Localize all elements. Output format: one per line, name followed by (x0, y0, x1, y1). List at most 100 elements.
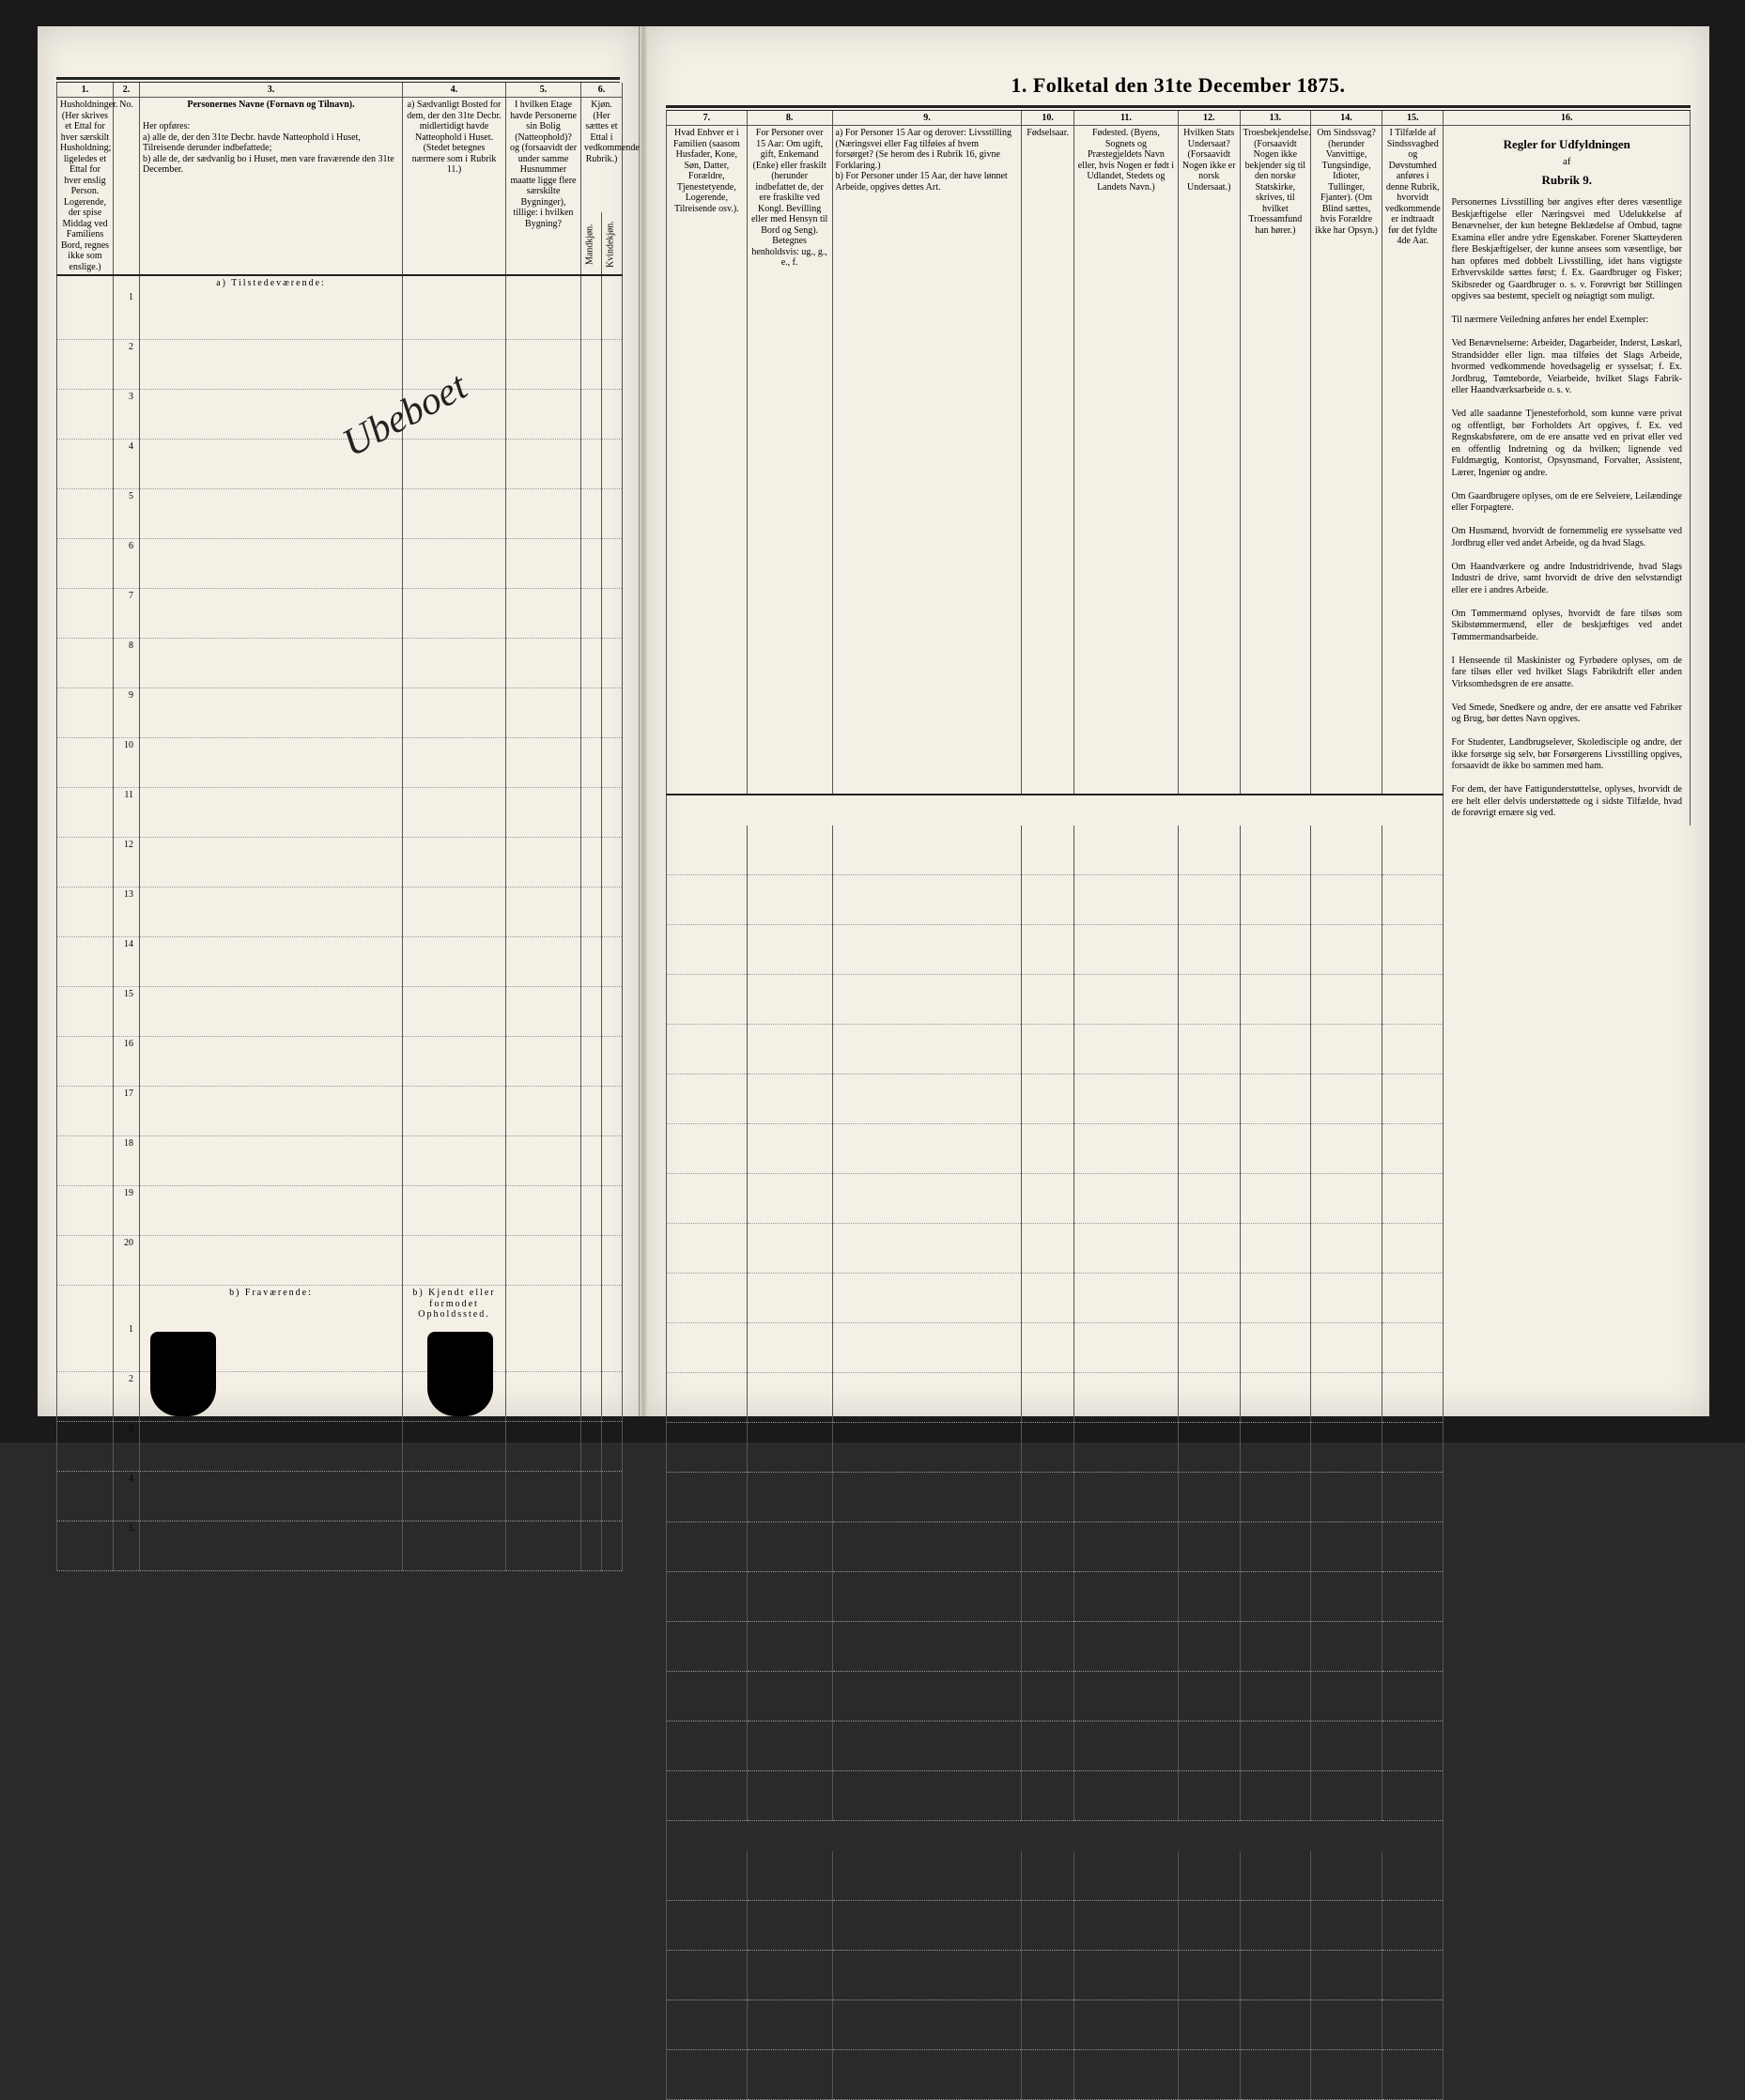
cell (1311, 1571, 1382, 1621)
cell (832, 2049, 1022, 2099)
ledger-row (666, 826, 1690, 875)
cell (1240, 1024, 1311, 1073)
cell (1178, 1472, 1240, 1521)
col-header: Hvilken Stats Undersaat? (Forsaavidt Nog… (1178, 126, 1240, 795)
cell (602, 1236, 623, 1286)
ledger-row (666, 974, 1690, 1024)
ledger-row: 2 (57, 340, 623, 390)
cell (1240, 1900, 1311, 1950)
cell (1073, 1900, 1178, 1950)
cell (140, 788, 403, 838)
row-number: 1 (114, 290, 140, 340)
row-number: 6 (114, 539, 140, 589)
cell (832, 1621, 1022, 1671)
ledger-row (666, 1671, 1690, 1721)
cell (747, 1621, 832, 1671)
cell (602, 639, 623, 688)
cell (403, 688, 506, 738)
ledger-row: 18 (57, 1136, 623, 1186)
cell (832, 1123, 1022, 1173)
cell (403, 1471, 506, 1521)
cell (666, 874, 747, 924)
ledger-row: 9 (57, 688, 623, 738)
cell (506, 539, 581, 589)
col-num: 7. (666, 111, 747, 126)
ledger-row (666, 1173, 1690, 1223)
cell (832, 1223, 1022, 1273)
cell (1178, 1422, 1240, 1472)
cell (140, 1186, 403, 1236)
cell (1382, 924, 1444, 974)
ledger-row (666, 1621, 1690, 1671)
col-header: a) For Personer 15 Aar og derover: Livss… (832, 126, 1022, 795)
row-number: 4 (114, 1471, 140, 1521)
ledger-row (666, 1521, 1690, 1571)
cell (57, 1037, 114, 1087)
col-header: Personernes Navne (Fornavn og Tilnavn). … (140, 98, 403, 276)
cell (140, 987, 403, 1037)
cell (581, 440, 602, 489)
cell (506, 489, 581, 539)
cell (666, 1851, 747, 1901)
cell (747, 1770, 832, 1820)
cell (403, 340, 506, 390)
cell (581, 1371, 602, 1421)
cell (403, 937, 506, 987)
cell (1178, 974, 1240, 1024)
cell (140, 290, 403, 340)
cell (1178, 874, 1240, 924)
cell (57, 489, 114, 539)
cell (747, 1521, 832, 1571)
col-num: 8. (747, 111, 832, 126)
cell (1178, 826, 1240, 875)
cell (1022, 1123, 1074, 1173)
ledger-row (666, 2049, 1690, 2099)
row-number: 18 (114, 1136, 140, 1186)
col-header: I Tilfælde af Sindssvaghed og Døvstumhed… (1382, 126, 1444, 795)
cell (747, 1950, 832, 2000)
cell (1022, 1900, 1074, 1950)
cell (57, 1236, 114, 1286)
col-num: 15. (1382, 111, 1444, 126)
cell (747, 1372, 832, 1422)
cell (403, 589, 506, 639)
cell (1382, 1273, 1444, 1322)
cell (1382, 1621, 1444, 1671)
cell (57, 788, 114, 838)
cell (1240, 974, 1311, 1024)
cell (832, 1073, 1022, 1123)
cell (1022, 1950, 1074, 2000)
cell (666, 1671, 747, 1721)
cell (1382, 1322, 1444, 1372)
cell (1022, 1322, 1074, 1372)
cell (581, 539, 602, 589)
col-num: 10. (1022, 111, 1074, 126)
cell (57, 539, 114, 589)
cell (666, 826, 747, 875)
ledger-row (666, 924, 1690, 974)
cell (602, 788, 623, 838)
cell (1022, 1273, 1074, 1322)
cell (747, 1671, 832, 1721)
cell (747, 826, 832, 875)
cell (140, 738, 403, 788)
cell (1382, 2049, 1444, 2099)
clip-icon (150, 1332, 216, 1416)
ledger-row: 5 (57, 489, 623, 539)
row-number: 11 (114, 788, 140, 838)
cell (832, 1900, 1022, 1950)
cell (1240, 874, 1311, 924)
ledger-row (666, 1322, 1690, 1372)
cell (403, 1037, 506, 1087)
cell (1073, 1372, 1178, 1422)
cell (506, 440, 581, 489)
ledger-row: 11 (57, 788, 623, 838)
ledger-row (666, 1472, 1690, 1521)
col-num: 11. (1073, 111, 1178, 126)
cell (1178, 1571, 1240, 1621)
cell (581, 1186, 602, 1236)
cell (1073, 1422, 1178, 1472)
cell (1311, 1322, 1382, 1372)
cell (747, 1073, 832, 1123)
cell (581, 788, 602, 838)
